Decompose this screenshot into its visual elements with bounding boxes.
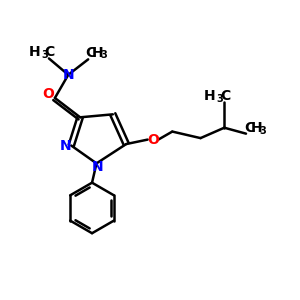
Text: H: H	[251, 121, 262, 135]
Text: H: H	[204, 88, 215, 103]
Text: H: H	[28, 45, 40, 59]
Text: C: C	[220, 88, 230, 103]
Text: N: N	[62, 68, 74, 82]
Text: 3: 3	[100, 50, 107, 61]
Text: O: O	[147, 133, 159, 147]
Text: H: H	[92, 46, 103, 60]
Text: C: C	[244, 121, 254, 135]
Text: N: N	[91, 160, 103, 174]
Text: 3: 3	[217, 94, 224, 103]
Text: C: C	[85, 46, 95, 60]
Text: C: C	[45, 45, 55, 59]
Text: 3: 3	[41, 50, 48, 60]
Text: O: O	[42, 87, 54, 101]
Text: N: N	[60, 139, 72, 152]
Text: 3: 3	[260, 126, 266, 136]
